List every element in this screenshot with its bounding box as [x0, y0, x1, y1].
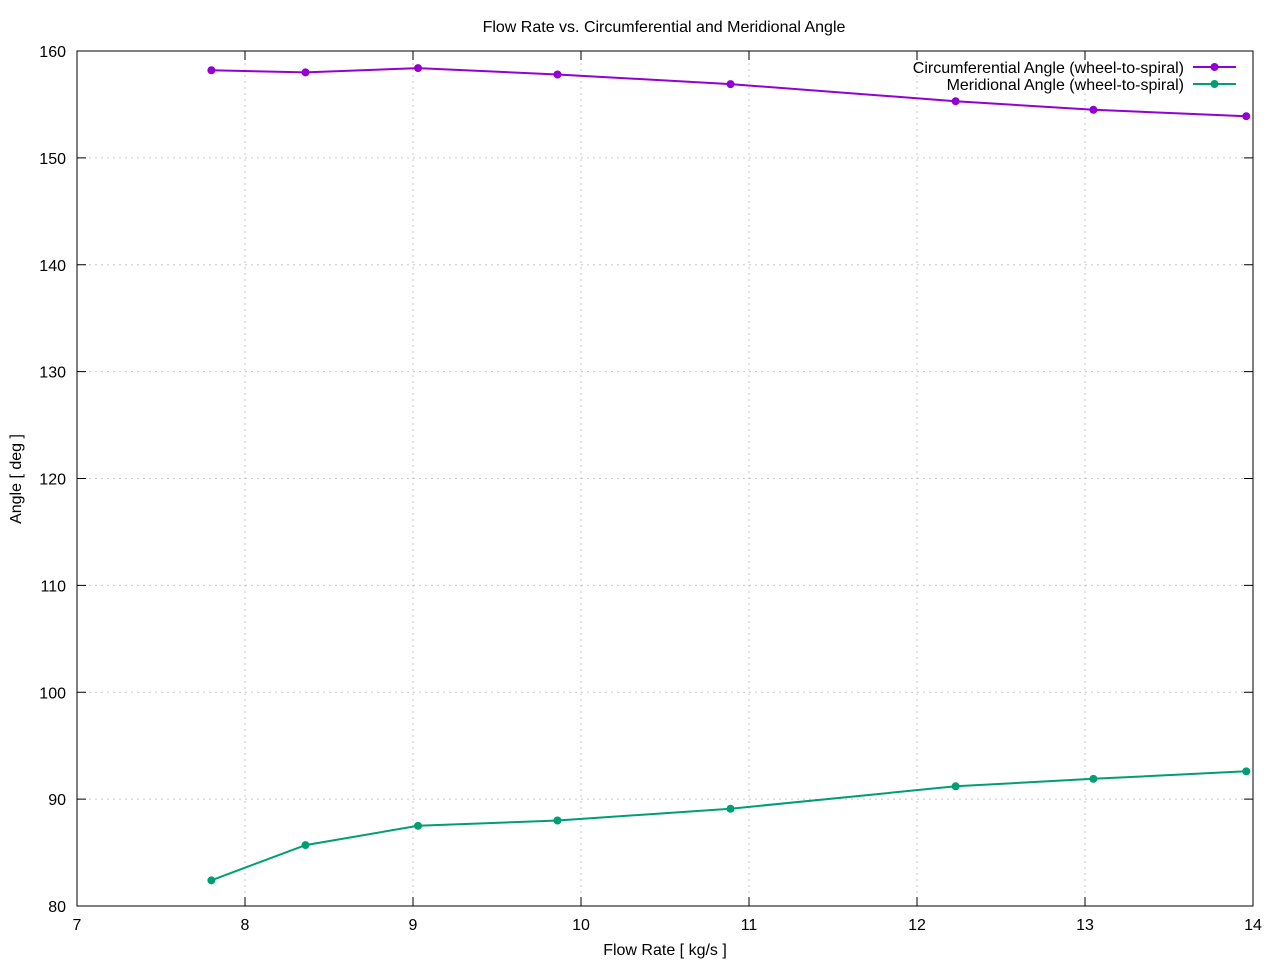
grid: [77, 51, 1253, 906]
series-line-1: [211, 770, 1247, 882]
data-point: [951, 782, 960, 791]
y-axis-label: Angle [ deg ]: [8, 434, 25, 524]
y-tick-label: 150: [39, 151, 66, 168]
x-tick-label: 14: [1244, 917, 1262, 934]
data-point: [553, 70, 562, 79]
axis-ticks: 7 8 9 10 11 12 13 14 80 90 100 110 120 130 140 150 160: [39, 44, 1262, 934]
x-tick-label: 8: [241, 917, 250, 934]
data-point: [1089, 774, 1098, 783]
x-tick-label: 7: [73, 917, 82, 934]
y-tick-label: 110: [40, 578, 66, 595]
y-tick-label: 90: [48, 792, 66, 809]
data-point: [301, 68, 310, 77]
legend-swatch-point-0: [1210, 63, 1219, 71]
data-point: [951, 97, 960, 106]
chart-title: Flow Rate vs. Circumferential and Meridi…: [483, 19, 846, 36]
legend: Circumferential Angle (wheel-to-spiral)M…: [913, 60, 1236, 94]
legend-label-0: Circumferential Angle (wheel-to-spiral): [913, 60, 1184, 77]
y-tick-label: 120: [39, 472, 66, 489]
y-tick-label: 130: [39, 365, 66, 382]
plot-frame: [76, 50, 1254, 907]
x-tick-label: 10: [572, 917, 590, 934]
x-tick-label: 11: [741, 917, 758, 934]
y-tick-label: 80: [48, 899, 66, 916]
series-line-0: [211, 67, 1247, 118]
x-tick-label: 12: [908, 917, 926, 934]
legend-swatch-point-1: [1210, 80, 1219, 88]
y-tick-label: 140: [39, 258, 66, 275]
data-point: [207, 876, 216, 885]
data-point: [1089, 105, 1098, 114]
data-point: [1242, 767, 1251, 776]
plot-series: [207, 64, 1251, 885]
x-tick-label: 13: [1076, 917, 1094, 934]
data-point: [414, 821, 423, 830]
legend-label-1: Meridional Angle (wheel-to-spiral): [947, 77, 1184, 94]
y-tick-label: 100: [39, 685, 66, 702]
data-point: [1242, 112, 1251, 121]
data-point: [207, 66, 216, 75]
data-point: [726, 80, 735, 89]
y-tick-label: 160: [39, 44, 66, 61]
x-axis-label: Flow Rate [ kg/s ]: [603, 942, 727, 959]
data-point: [301, 841, 310, 850]
x-tick-label: 9: [409, 917, 418, 934]
data-point: [414, 64, 423, 73]
data-point: [726, 804, 735, 813]
data-point: [553, 816, 562, 825]
